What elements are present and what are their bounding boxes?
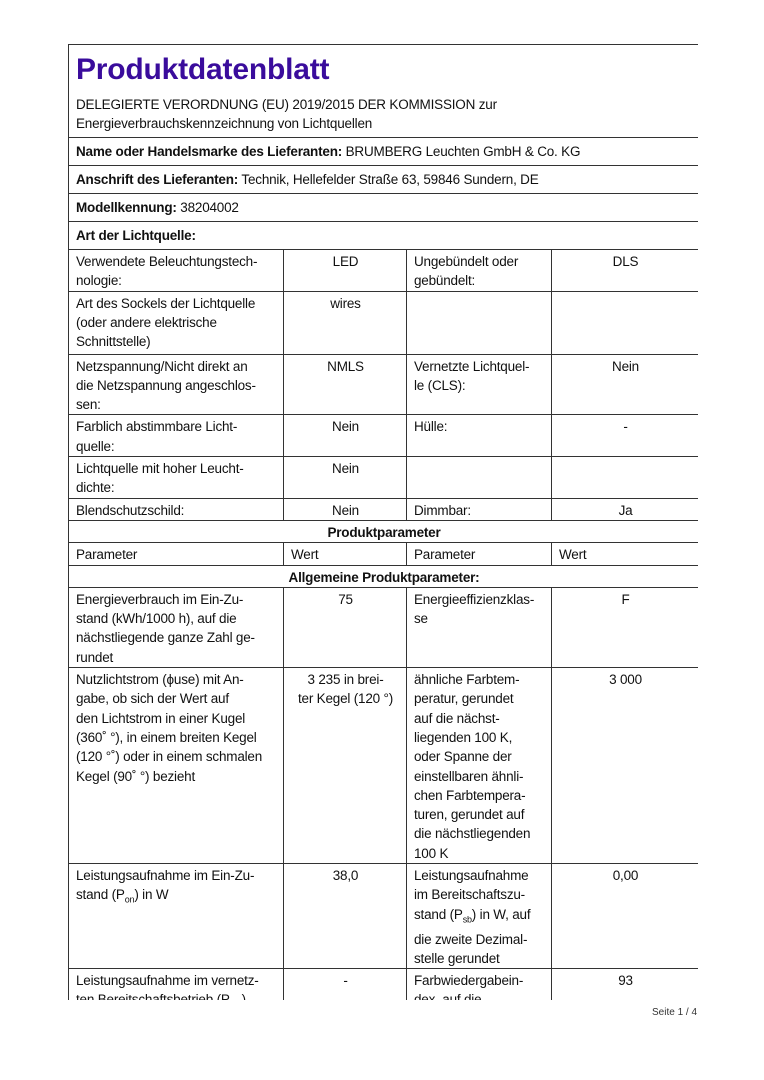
model-value: 38204002 <box>180 200 239 215</box>
page-number: Seite 1 / 4 <box>652 1007 698 1018</box>
param-label: Farblich abstimmbare Licht- quelle: <box>68 414 284 458</box>
table-row: Netzspannung/Nicht direkt an die Netzspa… <box>68 353 698 416</box>
param-label: Farbwiedergabein- dex, auf die nächstlie… <box>406 968 552 1000</box>
param-label: Energieeffizienzklas- se <box>406 586 552 669</box>
light-source-heading: Art der Lichtquelle: <box>68 221 698 250</box>
model-label: Modellkennung: <box>76 200 177 215</box>
param-label: Energieverbrauch im Ein-Zu- stand (kWh/1… <box>68 586 284 669</box>
column-header: Parameter <box>406 542 552 566</box>
param-value <box>551 456 698 499</box>
param-label: Lichtquelle mit hoher Leucht- dichte: <box>68 456 284 499</box>
regulation-subtitle: DELEGIERTE VERORDNUNG (EU) 2019/2015 DER… <box>76 97 497 131</box>
table-row: Verwendete Beleuchtungstech- nologie: LED… <box>68 249 698 292</box>
supplier-address-value: Technik, Hellefelder Straße 63, 59846 Su… <box>241 172 539 187</box>
param-label: Art des Sockels der Lichtquelle (oder an… <box>68 290 284 355</box>
table-row: Energieverbrauch im Ein-Zu- stand (kWh/1… <box>68 586 698 669</box>
param-label: Hülle: <box>406 414 552 458</box>
param-value: - <box>283 968 407 1000</box>
param-label: ) <box>241 992 247 1000</box>
param-label: Leistungsaufnahme im Bereitschaftszu- st… <box>414 868 529 922</box>
param-label: Nutzlichtstrom (ϕuse) mit An- gabe, ob s… <box>68 667 284 865</box>
table-row: Art des Sockels der Lichtquelle (oder an… <box>68 290 698 355</box>
param-value: Nein <box>283 456 407 499</box>
product-datasheet: Produktdatenblatt DELEGIERTE VERORDNUNG … <box>68 44 698 1000</box>
param-label: Ungebündelt oder gebündelt: <box>406 249 552 292</box>
param-value: 38,0 <box>283 863 407 970</box>
param-label <box>406 290 552 355</box>
param-label: Verwendete Beleuchtungstech- nologie: <box>68 249 284 292</box>
param-label: Dimmbar: <box>406 497 552 521</box>
param-label: ) in W, auf die zweite Dezimal- stelle g… <box>414 906 531 966</box>
param-value: Ja <box>551 497 698 521</box>
column-header: Parameter <box>68 542 284 566</box>
table-row: Leistungsaufnahme im vernetz- ten Bereit… <box>68 968 698 1000</box>
page-title: Produktdatenblatt <box>76 53 330 86</box>
datasheet-table: Produktdatenblatt DELEGIERTE VERORDNUNG … <box>68 44 698 1000</box>
column-header: Wert <box>551 542 698 566</box>
supplier-name-label: Name oder Handelsmarke des Lieferanten: <box>76 144 343 159</box>
supplier-address-label: Anschrift des Lieferanten: <box>76 172 239 187</box>
param-value: 93 <box>551 968 698 1000</box>
general-parameters-heading: Allgemeine Produktparameter: <box>68 564 698 588</box>
param-value <box>551 290 698 355</box>
supplier-name-value: BRUMBERG Leuchten GmbH & Co. KG <box>345 144 581 159</box>
param-value: 3 000 <box>551 667 698 865</box>
param-label: Vernetzte Lichtquel- le (CLS): <box>406 353 552 416</box>
param-value: 75 <box>283 586 407 669</box>
subscript: sb <box>462 914 472 925</box>
param-value: Nein <box>551 353 698 416</box>
param-label: Blendschutzschild: <box>68 497 284 521</box>
param-value: wires <box>283 290 407 355</box>
table-row: Lichtquelle mit hoher Leucht- dichte: Nei… <box>68 456 698 499</box>
param-value: 3 235 in brei- ter Kegel (120 °) <box>283 667 407 865</box>
param-label: Netzspannung/Nicht direkt an die Netzspa… <box>68 353 284 416</box>
subscript: on <box>124 895 135 905</box>
param-value: Nein <box>283 414 407 458</box>
param-value: 0,00 <box>551 863 698 970</box>
param-value: NMLS <box>283 353 407 416</box>
param-value: DLS <box>551 249 698 292</box>
table-row: Blendschutzschild: Nein Dimmbar: Ja <box>68 497 698 521</box>
table-row: Leistungsaufnahme im Ein-Zu- stand (Pon)… <box>68 863 698 970</box>
param-value: F <box>551 586 698 669</box>
param-value: LED <box>283 249 407 292</box>
param-label: ähnliche Farbtem- peratur, gerundet auf … <box>406 667 552 865</box>
param-value: Nein <box>283 497 407 521</box>
param-value: - <box>551 414 698 458</box>
column-header: Wert <box>283 542 407 566</box>
table-row: Nutzlichtstrom (ϕuse) mit An- gabe, ob s… <box>68 667 698 865</box>
param-label: Leistungsaufnahme im Ein-Zu- stand (P <box>76 868 255 903</box>
table-row: Farblich abstimmbare Licht- quelle: Nein H… <box>68 414 698 458</box>
param-label <box>406 456 552 499</box>
param-label: ) in W <box>134 887 169 903</box>
param-label: Leistungsaufnahme im vernetz- ten Bereit… <box>76 973 259 1000</box>
product-parameters-heading: Produktparameter <box>68 519 698 544</box>
